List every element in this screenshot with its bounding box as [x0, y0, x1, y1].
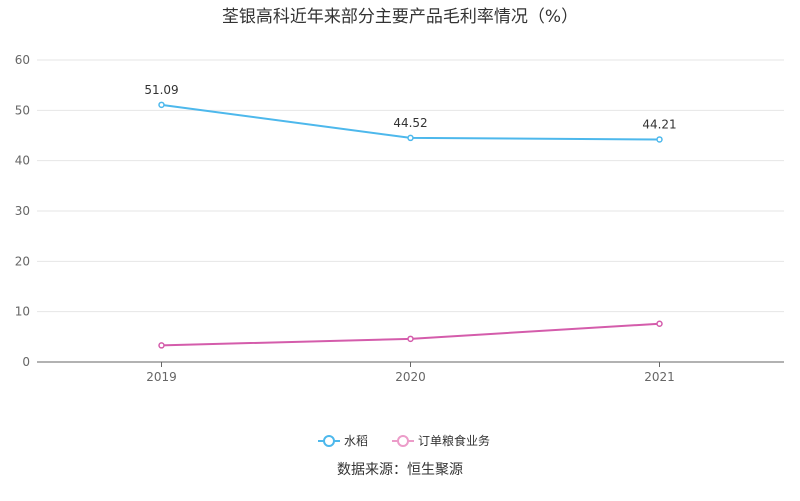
- data-source: 数据来源：恒生聚源: [337, 462, 463, 478]
- data-label: 51.09: [144, 83, 178, 97]
- data-point[interactable]: [158, 101, 165, 109]
- legend-label: 水稻: [344, 434, 368, 448]
- legend-label: 订单粮食业务: [418, 433, 490, 448]
- series-line: [161, 322, 660, 347]
- y-tick-label: 20: [15, 254, 30, 268]
- series-group: 51.09 44.52 44.21: [144, 83, 677, 349]
- x-axis: 2019 2020 2021: [37, 361, 784, 384]
- y-tick-label: 60: [15, 53, 30, 67]
- data-point[interactable]: [656, 320, 663, 327]
- x-tick-label: 2020: [395, 370, 426, 384]
- y-tick-label: 50: [15, 103, 30, 117]
- data-point[interactable]: [158, 342, 165, 349]
- x-tick-label: 2019: [146, 370, 177, 384]
- chart-title: 荃银高科近年来部分主要产品毛利率情况（%）: [221, 7, 579, 27]
- y-tick-label: 10: [15, 305, 30, 319]
- y-tick-label: 30: [15, 204, 30, 218]
- legend-marker: [323, 435, 335, 447]
- y-axis: 0 10 20 30 40 50 60: [15, 53, 30, 369]
- data-label: 44.52: [393, 116, 427, 130]
- legend-item[interactable]: 订单粮食业务: [392, 433, 490, 448]
- legend-marker: [397, 435, 409, 447]
- data-point[interactable]: [407, 134, 414, 142]
- grid-lines: [37, 59, 784, 313]
- legend[interactable]: 水稻 订单粮食业务: [318, 433, 490, 448]
- data-point[interactable]: [656, 136, 663, 143]
- y-tick-label: 40: [15, 154, 30, 168]
- legend-item[interactable]: 水稻: [318, 434, 368, 448]
- y-tick-label: 0: [22, 355, 30, 369]
- data-label: 44.21: [642, 117, 676, 131]
- data-point[interactable]: [407, 335, 414, 343]
- x-tick-label: 2021: [644, 370, 675, 384]
